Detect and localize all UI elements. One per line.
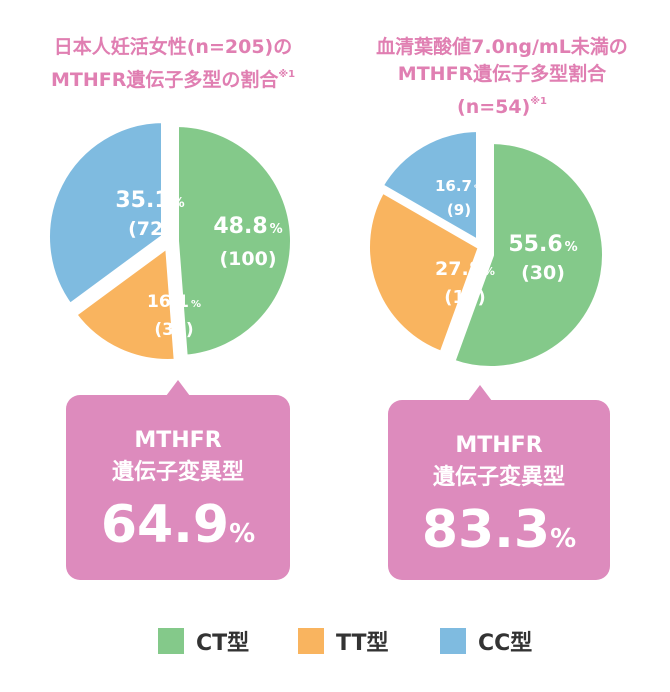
right-pct-label-tt: 27.8% [435, 258, 495, 280]
right-callout-label: 遺伝子変異型 [432, 465, 565, 490]
left-slice-ct [173, 121, 296, 361]
left-pct-label-tt: 16.1% [147, 292, 201, 312]
legend-label-cc: CC型 [478, 631, 533, 656]
left-count-label-ct: (100) [219, 248, 276, 270]
right-slice-ct [449, 138, 608, 372]
right-variant-callout: MTHFR 遺伝子変異型 83.3% [388, 385, 610, 580]
right-callout-unit: % [550, 524, 577, 554]
left-count-label-tt: (33) [154, 320, 193, 340]
legend-swatch-cc [440, 628, 466, 654]
right-callout-number: 83.3 [421, 500, 551, 560]
left-callout-gene: MTHFR [134, 428, 222, 453]
right-pie-chart: 55.6 % (30) 27.8 % (15) 16.7 % (9) [364, 126, 608, 372]
right-pct-label-ct: 55.6% [508, 232, 577, 257]
legend-label-ct: CT型 [196, 631, 250, 656]
right-chart-title: 血清葉酸値7.0ng/mL未満の MTHFR遺伝子多型割合 (n=54)※1 [352, 34, 652, 121]
right-callout-gene: MTHFR [455, 433, 543, 458]
left-callout-pointer [166, 380, 190, 396]
left-count-label-cc: (72) [128, 218, 172, 240]
left-callout-unit: % [229, 519, 256, 549]
right-title-line1: 血清葉酸値7.0ng/mL未満の [376, 36, 628, 58]
left-chart-title: 日本人妊活女性(n=205)の MTHFR遺伝子多型の割合※1 [18, 34, 328, 94]
right-title-note: ※1 [530, 96, 547, 107]
legend-item-ct: CT型 [158, 626, 249, 656]
left-title-note: ※1 [278, 69, 296, 80]
right-count-label-ct: (30) [521, 262, 565, 284]
left-callout-label: 遺伝子変異型 [111, 460, 244, 485]
right-pct-label-cc: 16.7% [435, 177, 483, 195]
left-slice-cc [44, 117, 167, 310]
left-title-line1: 日本人妊活女性(n=205)の [53, 36, 293, 58]
left-callout-value: 64.9% [66, 493, 290, 566]
left-slice-tt [70, 242, 180, 365]
legend-item-cc: CC型 [440, 626, 532, 656]
left-pie-chart: 48.8 %(100)16.1 %(33)35.1 %(72) [44, 117, 296, 365]
legend-swatch-ct [158, 628, 184, 654]
chart-legend: CT型 TT型 CC型 [0, 626, 670, 656]
right-callout-pointer [468, 385, 492, 401]
legend-label-tt: TT型 [336, 631, 389, 656]
left-title-line2: MTHFR遺伝子多型の割合 [50, 69, 279, 91]
right-title-line2: MTHFR遺伝子多型割合 [397, 63, 607, 85]
right-count-label-cc: (9) [447, 201, 471, 219]
right-slice-cc [377, 126, 482, 246]
legend-swatch-tt [298, 628, 324, 654]
right-callout-value: 83.3% [388, 498, 610, 571]
legend-item-tt: TT型 [298, 626, 389, 656]
right-count-label-tt: (15) [444, 287, 486, 308]
left-callout-number: 64.9 [100, 495, 230, 555]
right-title-line3: (n=54) [457, 96, 531, 118]
left-variant-callout: MTHFR 遺伝子変異型 64.9% [66, 380, 290, 580]
